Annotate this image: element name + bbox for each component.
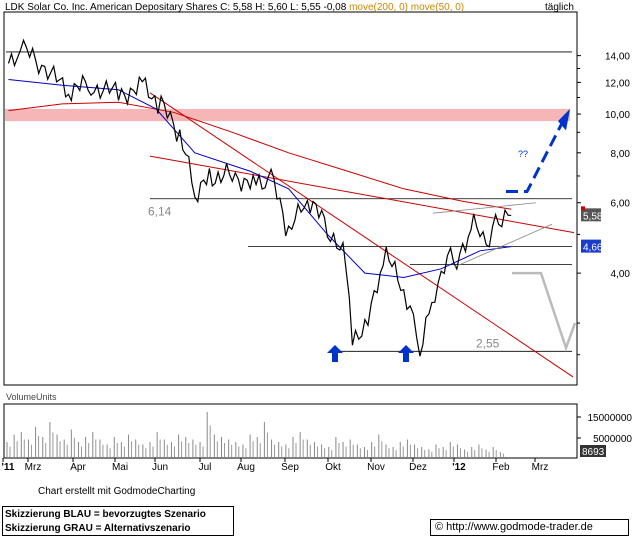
x-tick-label: Okt	[325, 462, 341, 473]
trendline-steep	[149, 92, 574, 378]
x-tick-label: Mrz	[25, 462, 42, 473]
volume-tick-label: 5000000	[593, 434, 632, 445]
volume-last-label: 8693	[582, 447, 605, 458]
ma50-value-label: 4,66	[583, 243, 603, 254]
current-price-badge	[581, 208, 601, 222]
x-tick-label: Jun	[152, 462, 168, 473]
volume-panel	[3, 403, 578, 459]
period-label: täglich	[545, 2, 574, 13]
x-tick-label: Mrz	[532, 462, 549, 473]
annotation-label: ??	[518, 149, 528, 159]
current-price-marker	[581, 206, 585, 211]
triangle-bottom	[454, 223, 553, 268]
x-tick-label: Aug	[237, 462, 255, 473]
price-line	[7, 38, 512, 357]
price-tick-label: 14,00	[605, 52, 630, 63]
x-tick-label: '11	[2, 462, 15, 473]
annotation-label: 2,55	[476, 336, 500, 350]
legend-blue: Skizzierung BLAU = bevorzugtes Szenario	[5, 509, 206, 520]
volume-tick-label: 15000000	[588, 413, 633, 424]
website-link[interactable]: © http://www.godmode-trader.de	[430, 519, 629, 536]
arrow-up-icon	[327, 345, 343, 362]
title-text: LDK Solar Co. Inc. American Depositary S…	[5, 2, 347, 13]
price-tick-label: 12,00	[605, 78, 630, 89]
chart-title: LDK Solar Co. Inc. American Depositary S…	[5, 2, 464, 13]
legend-box: Skizzierung BLAU = bevorzugtes Szenario …	[2, 506, 234, 536]
x-tick-label: Feb	[492, 462, 510, 473]
x-tick-label: Mai	[112, 462, 128, 473]
arrow-up-icon	[398, 345, 414, 362]
ma200-label: move(200, 0)	[349, 2, 408, 13]
legend-gray: Skizzierung GRAU = Alternativszenario	[5, 523, 191, 534]
x-tick-label: Nov	[367, 462, 385, 473]
website-url: http://www.godmode-trader.de	[446, 521, 593, 533]
x-tick-label: Jul	[199, 462, 212, 473]
copyright-icon: ©	[435, 521, 444, 533]
price-tick-label: 4,00	[611, 269, 631, 280]
credit-text: Chart erstellt mit GodmodeCharting	[38, 486, 196, 497]
price-tick-label: 6,00	[611, 199, 631, 210]
ma50-line	[8, 79, 512, 279]
current-price-label: 5,58	[583, 211, 603, 222]
annotation-label: 6,14	[148, 205, 172, 219]
alternative-scenario	[512, 271, 577, 352]
preferred-scenario	[506, 120, 565, 194]
ma50-label: move(50, 0)	[410, 2, 465, 13]
price-tick-label: 8,00	[611, 149, 631, 160]
arrow-head-icon	[558, 108, 570, 131]
x-tick-label: Sep	[281, 462, 299, 473]
x-tick-label: Dez	[409, 462, 427, 473]
ma50-badge	[581, 239, 601, 253]
volume-last-badge	[580, 445, 606, 457]
x-tick-label: Apr	[70, 462, 86, 473]
resistance-zone	[5, 108, 570, 122]
ma200-line	[8, 101, 512, 210]
triangle-top	[432, 202, 537, 214]
volume-label: VolumeUnits	[6, 392, 57, 402]
price-tick-label: 10,00	[605, 110, 630, 121]
x-tick-label: '12	[452, 462, 466, 473]
